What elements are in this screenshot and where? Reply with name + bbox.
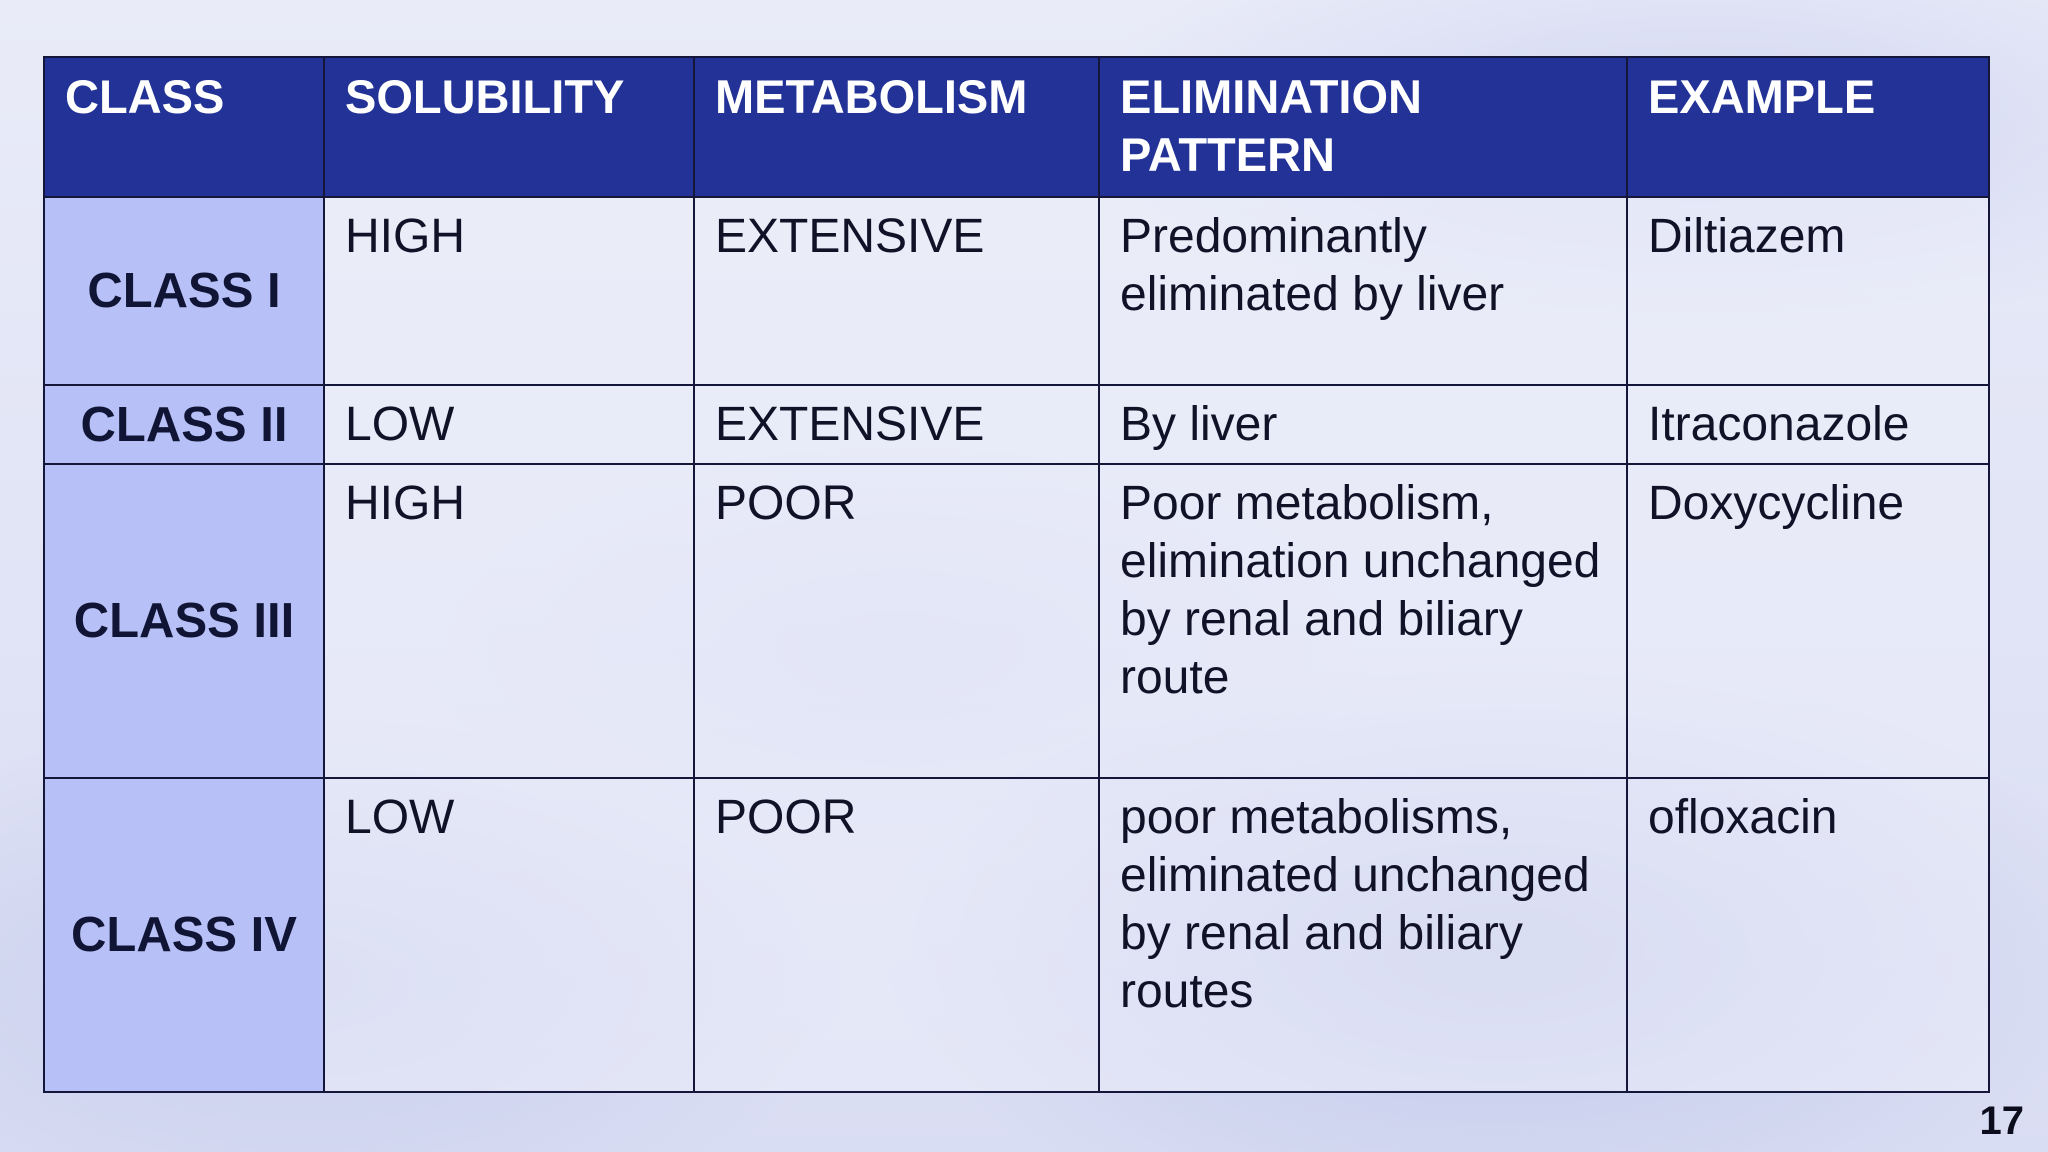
header-solubility: SOLUBILITY xyxy=(323,56,695,198)
metabolism-cell: POOR xyxy=(693,777,1100,1093)
class-cell: CLASS IV xyxy=(43,777,325,1093)
example-cell: ofloxacin xyxy=(1626,777,1990,1093)
classification-table: CLASS SOLUBILITY METABOLISM ELIMINATION … xyxy=(43,56,1990,1093)
header-example: EXAMPLE xyxy=(1626,56,1990,198)
elimination-cell: Poor metabolism, elimination unchanged b… xyxy=(1098,463,1628,779)
header-row: CLASS SOLUBILITY METABOLISM ELIMINATION … xyxy=(43,56,1990,198)
table-row: CLASS I HIGH EXTENSIVE Predominantly eli… xyxy=(43,196,1990,386)
solubility-cell: HIGH xyxy=(323,463,695,779)
header-elimination-pattern: ELIMINATION PATTERN xyxy=(1098,56,1628,198)
class-cell: CLASS I xyxy=(43,196,325,386)
header-class: CLASS xyxy=(43,56,325,198)
solubility-cell: LOW xyxy=(323,384,695,465)
page-number: 17 xyxy=(1979,1099,2025,1143)
class-cell: CLASS III xyxy=(43,463,325,779)
metabolism-cell: EXTENSIVE xyxy=(693,384,1100,465)
metabolism-cell: EXTENSIVE xyxy=(693,196,1100,386)
class-cell: CLASS II xyxy=(43,384,325,465)
header-metabolism: METABOLISM xyxy=(693,56,1100,198)
example-cell: Itraconazole xyxy=(1626,384,1990,465)
elimination-cell: By liver xyxy=(1098,384,1628,465)
solubility-cell: LOW xyxy=(323,777,695,1093)
example-cell: Diltiazem xyxy=(1626,196,1990,386)
metabolism-cell: POOR xyxy=(693,463,1100,779)
table-row: CLASS II LOW EXTENSIVE By liver Itracona… xyxy=(43,384,1990,465)
table-row: CLASS IV LOW POOR poor metabolisms, elim… xyxy=(43,777,1990,1093)
table-row: CLASS III HIGH POOR Poor metabolism, eli… xyxy=(43,463,1990,779)
solubility-cell: HIGH xyxy=(323,196,695,386)
example-cell: Doxycycline xyxy=(1626,463,1990,779)
elimination-cell: poor metabolisms, eliminated unchanged b… xyxy=(1098,777,1628,1093)
elimination-cell: Predominantly eliminated by liver xyxy=(1098,196,1628,386)
